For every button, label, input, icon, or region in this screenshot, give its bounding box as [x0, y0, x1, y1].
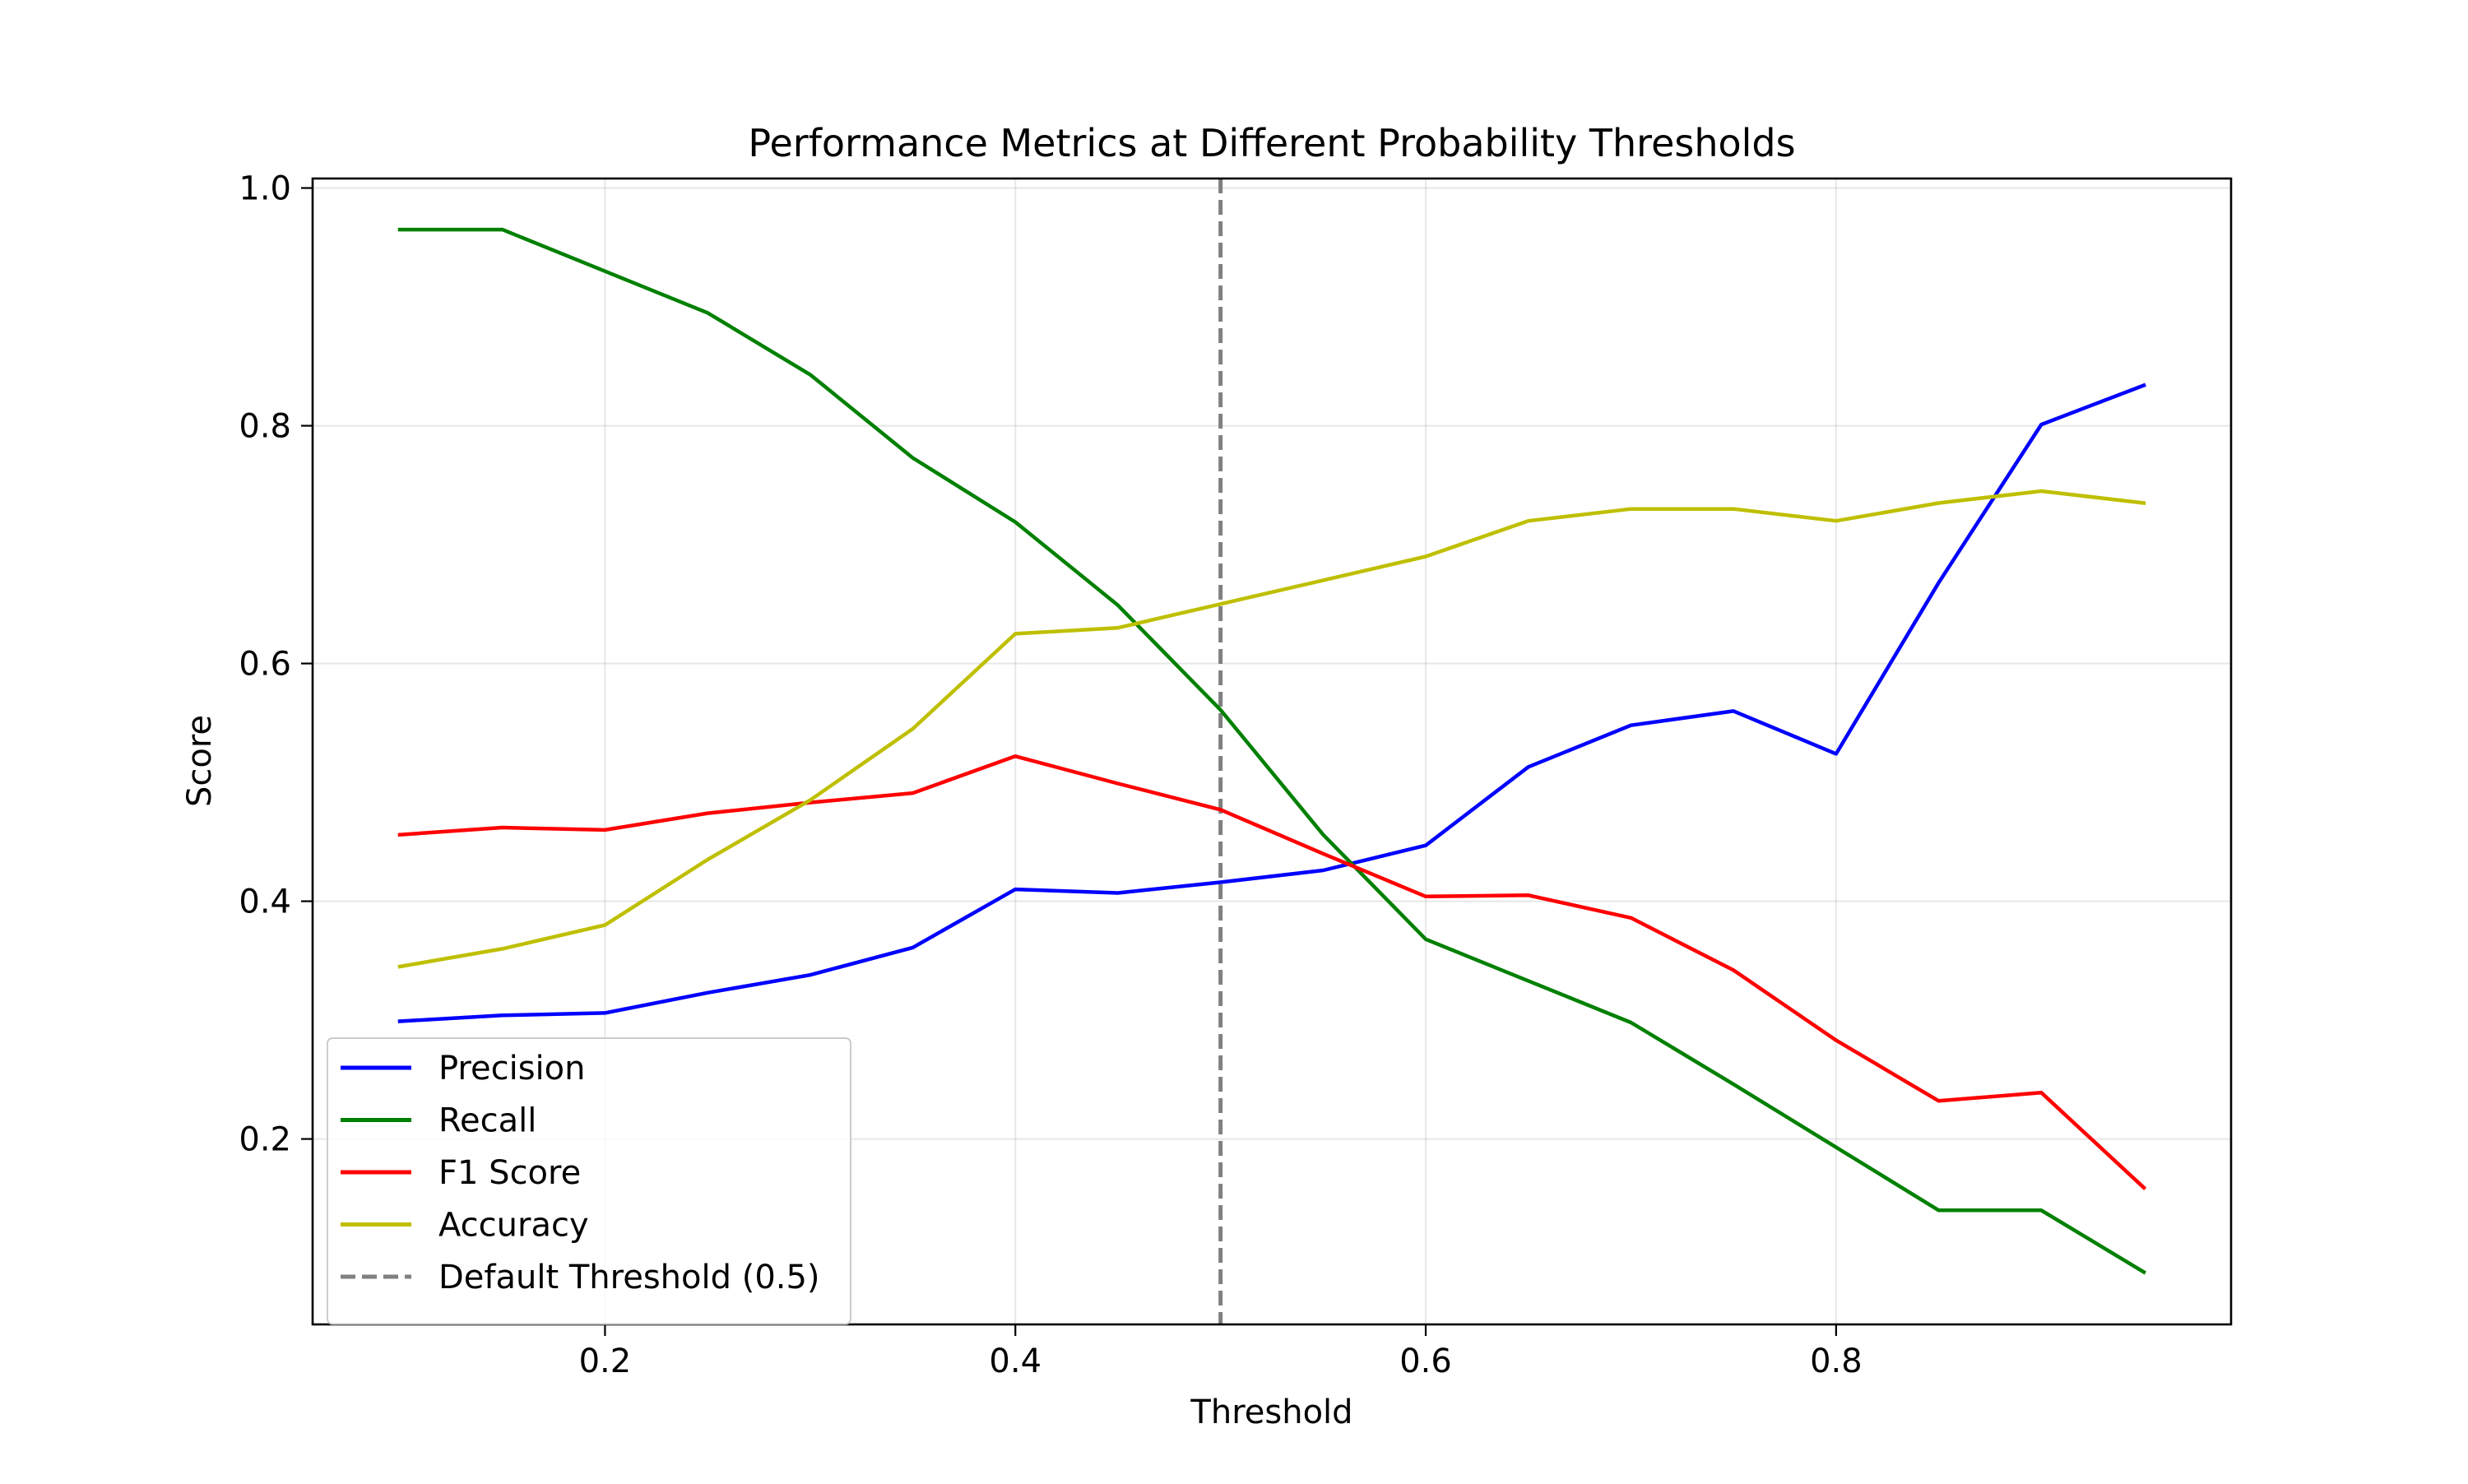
plot-area-frame — [311, 177, 2233, 1326]
series-line-precision — [397, 383, 2146, 1023]
legend-label-default-threshold-0-5: Default Threshold (0.5) — [438, 1259, 820, 1296]
y-tick-label: 0.6 — [239, 646, 291, 684]
x-tick-label: 0.2 — [579, 1343, 632, 1380]
grid — [313, 179, 2231, 1324]
y-tick-label: 0.4 — [239, 883, 291, 921]
series-lines — [397, 227, 2147, 1275]
y-tick-label: 0.8 — [239, 408, 291, 446]
series-line-f1-score — [397, 754, 2147, 1190]
legend-label-recall: Recall — [438, 1102, 536, 1140]
series-line-recall — [397, 227, 2147, 1275]
x-axis-label: Threshold — [1190, 1394, 1352, 1431]
legend-label-f1-score: F1 Score — [438, 1154, 581, 1192]
x-tick-label: 0.8 — [1810, 1343, 1863, 1380]
series-line-accuracy — [397, 489, 2146, 969]
legend: Precision Recall F1 Score Accuracy Default T… — [327, 1037, 851, 1325]
legend-box — [327, 1037, 851, 1325]
legend-label-accuracy: Accuracy — [438, 1207, 589, 1245]
y-tick-label: 1.0 — [239, 170, 291, 208]
legend-label-precision: Precision — [438, 1050, 585, 1087]
chart-title: Performance Metrics at Different Probabi… — [748, 121, 1795, 165]
x-tick-label: 0.6 — [1399, 1343, 1452, 1380]
axis-ticks: 0.2 0.4 0.6 0.8 0.2 0.4 0.6 0.8 1.0 — [239, 170, 1862, 1380]
y-tick-label: 0.2 — [239, 1121, 291, 1159]
y-axis-label: Score — [181, 715, 219, 807]
x-tick-label: 0.4 — [989, 1343, 1041, 1380]
